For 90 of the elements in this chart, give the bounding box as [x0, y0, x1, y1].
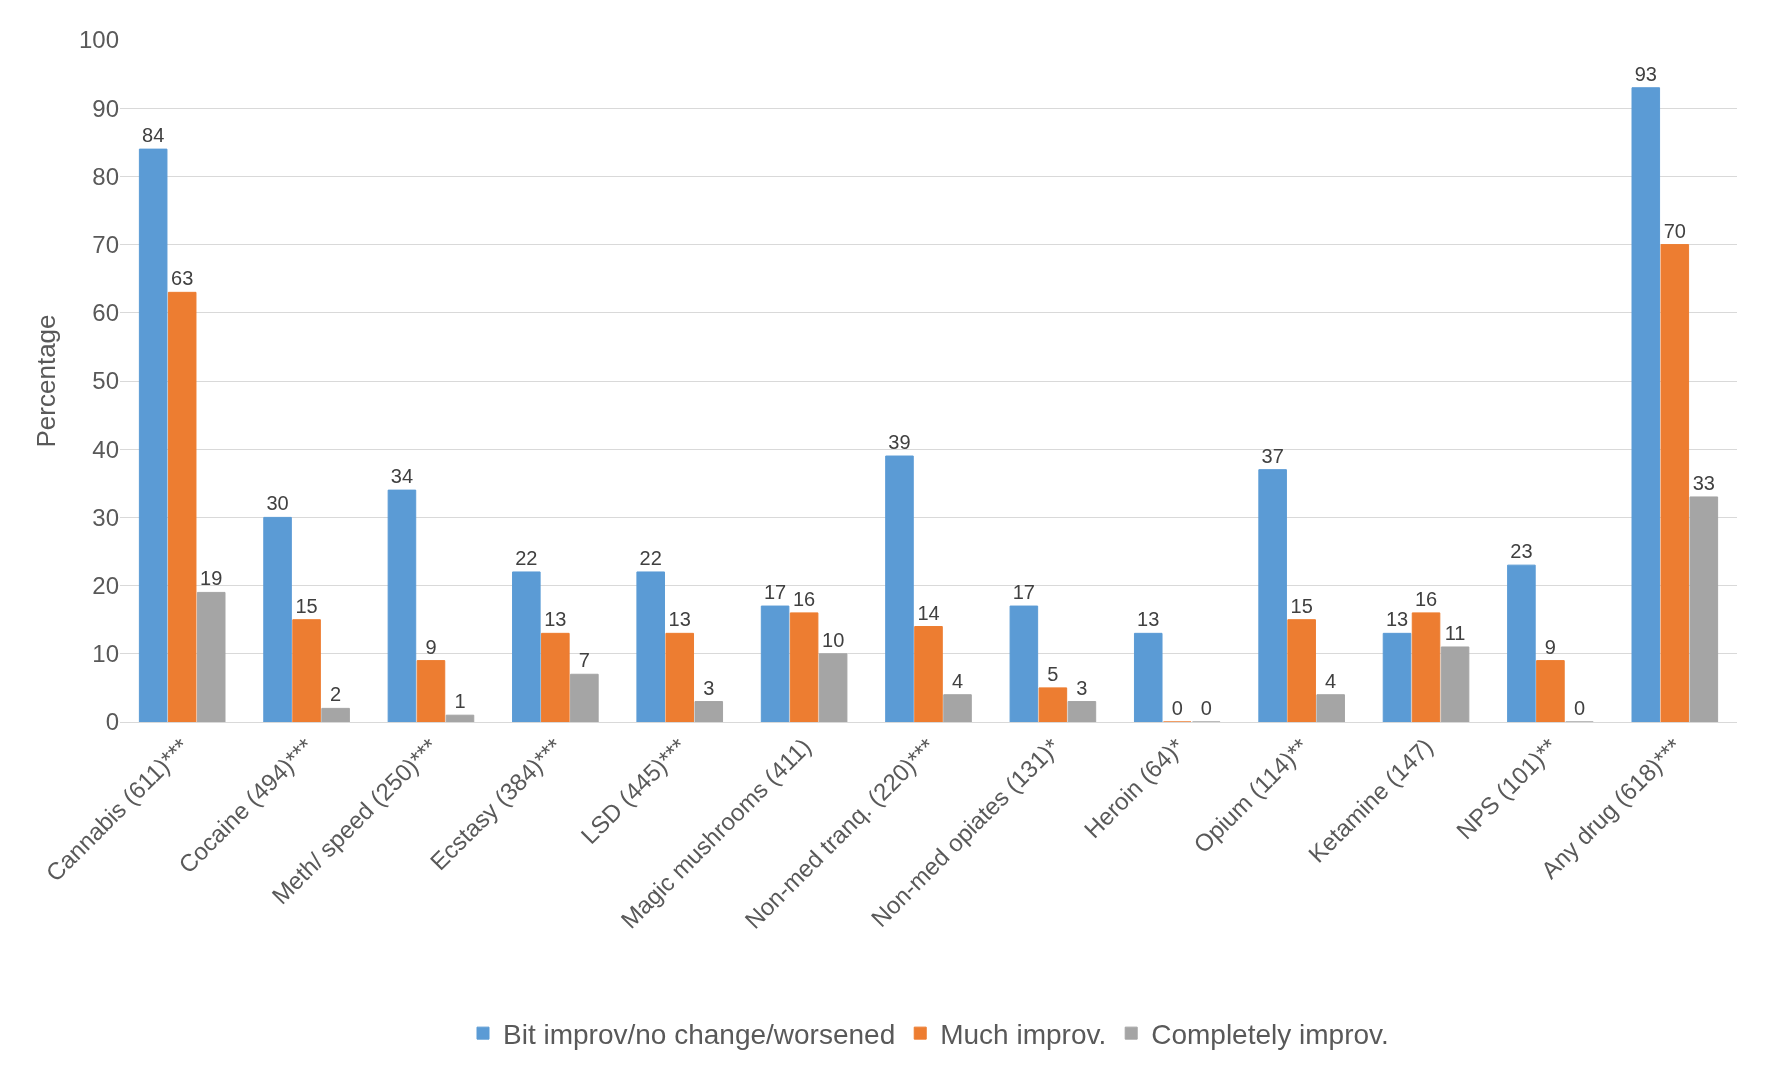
bar [1038, 687, 1068, 722]
bar [1689, 496, 1719, 722]
bar [943, 694, 972, 722]
bar [694, 701, 724, 722]
bar [138, 148, 168, 722]
y-tick-label: 10 [92, 640, 119, 668]
bar [1440, 646, 1470, 722]
data-label: 17 [763, 581, 787, 604]
bar [416, 660, 446, 722]
data-label: 13 [668, 608, 691, 631]
data-label: 2 [330, 683, 342, 706]
bar [292, 619, 321, 722]
bar [1067, 701, 1097, 722]
bar [570, 673, 599, 722]
data-label: 22 [639, 546, 662, 569]
data-label: 16 [1414, 587, 1438, 610]
data-label: 70 [1663, 219, 1686, 242]
data-label: 10 [822, 628, 845, 651]
bar [1382, 632, 1412, 722]
data-label: 9 [1544, 635, 1556, 658]
y-tick-label: 100 [78, 26, 119, 54]
bar [1287, 619, 1316, 722]
data-label: 33 [1692, 471, 1715, 494]
data-label: 14 [917, 601, 940, 624]
data-label: 1 [454, 690, 466, 713]
data-label: 23 [1510, 540, 1533, 563]
bar [445, 714, 475, 722]
bar [1133, 632, 1163, 722]
bar [512, 571, 541, 722]
legend-label: Completely improv. [1151, 1019, 1389, 1051]
data-label: 16 [792, 587, 816, 610]
data-label: 63 [171, 267, 194, 290]
data-label: 30 [266, 492, 289, 515]
data-label: 15 [1290, 594, 1313, 617]
data-label: 5 [1047, 662, 1059, 685]
legend-label: Much improv. [940, 1019, 1107, 1051]
bar [1536, 660, 1565, 722]
y-tick-label: 40 [92, 435, 119, 463]
y-tick-label: 50 [92, 367, 119, 395]
bar [167, 291, 197, 722]
bar [1258, 469, 1287, 722]
y-tick-label: 30 [92, 503, 119, 531]
y-tick-label: 20 [92, 572, 119, 599]
data-label: 0 [1171, 697, 1183, 719]
bar [263, 516, 292, 722]
data-label: 3 [703, 676, 715, 699]
data-label: 9 [425, 635, 437, 658]
bar [760, 605, 790, 722]
bar [665, 632, 695, 722]
bar [1316, 694, 1345, 722]
bar [914, 626, 943, 722]
data-label: 93 [1634, 62, 1657, 85]
bar [1507, 564, 1536, 722]
data-label: 4 [1325, 669, 1337, 692]
data-label: 39 [888, 431, 911, 454]
data-label: 11 [1444, 621, 1466, 644]
bar [196, 591, 226, 722]
y-tick-label: 90 [92, 94, 119, 122]
data-label: 15 [295, 594, 318, 617]
data-label: 4 [951, 669, 964, 692]
bar [387, 489, 417, 722]
data-label: 13 [544, 608, 567, 631]
data-label: 7 [578, 649, 590, 672]
bar [818, 653, 848, 722]
bar [1660, 244, 1690, 722]
bar [885, 455, 914, 722]
y-tick-label: 70 [92, 231, 119, 258]
bar [636, 571, 665, 722]
data-label: 0 [1573, 697, 1586, 719]
data-label: 84 [142, 124, 165, 147]
y-axis-title: Percentage [31, 314, 62, 448]
data-label: 37 [1261, 444, 1284, 467]
data-label: 13 [1385, 608, 1409, 631]
y-tick-label: 0 [105, 708, 119, 736]
data-label: 17 [1012, 581, 1035, 604]
y-tick-label: 60 [92, 299, 119, 327]
bar [1009, 605, 1039, 722]
bar [1411, 612, 1441, 722]
bar [541, 632, 570, 722]
bar [789, 612, 819, 722]
data-label: 0 [1200, 697, 1212, 719]
bar [321, 707, 350, 722]
data-label: 22 [515, 546, 538, 569]
y-tick-label: 80 [92, 162, 119, 190]
data-label: 3 [1076, 676, 1088, 699]
data-label: 34 [390, 465, 414, 488]
data-label: 13 [1137, 608, 1160, 631]
legend-label: Bit improv/no change/worsened [503, 1019, 896, 1051]
bar [1631, 87, 1661, 722]
data-label: 19 [200, 567, 223, 590]
